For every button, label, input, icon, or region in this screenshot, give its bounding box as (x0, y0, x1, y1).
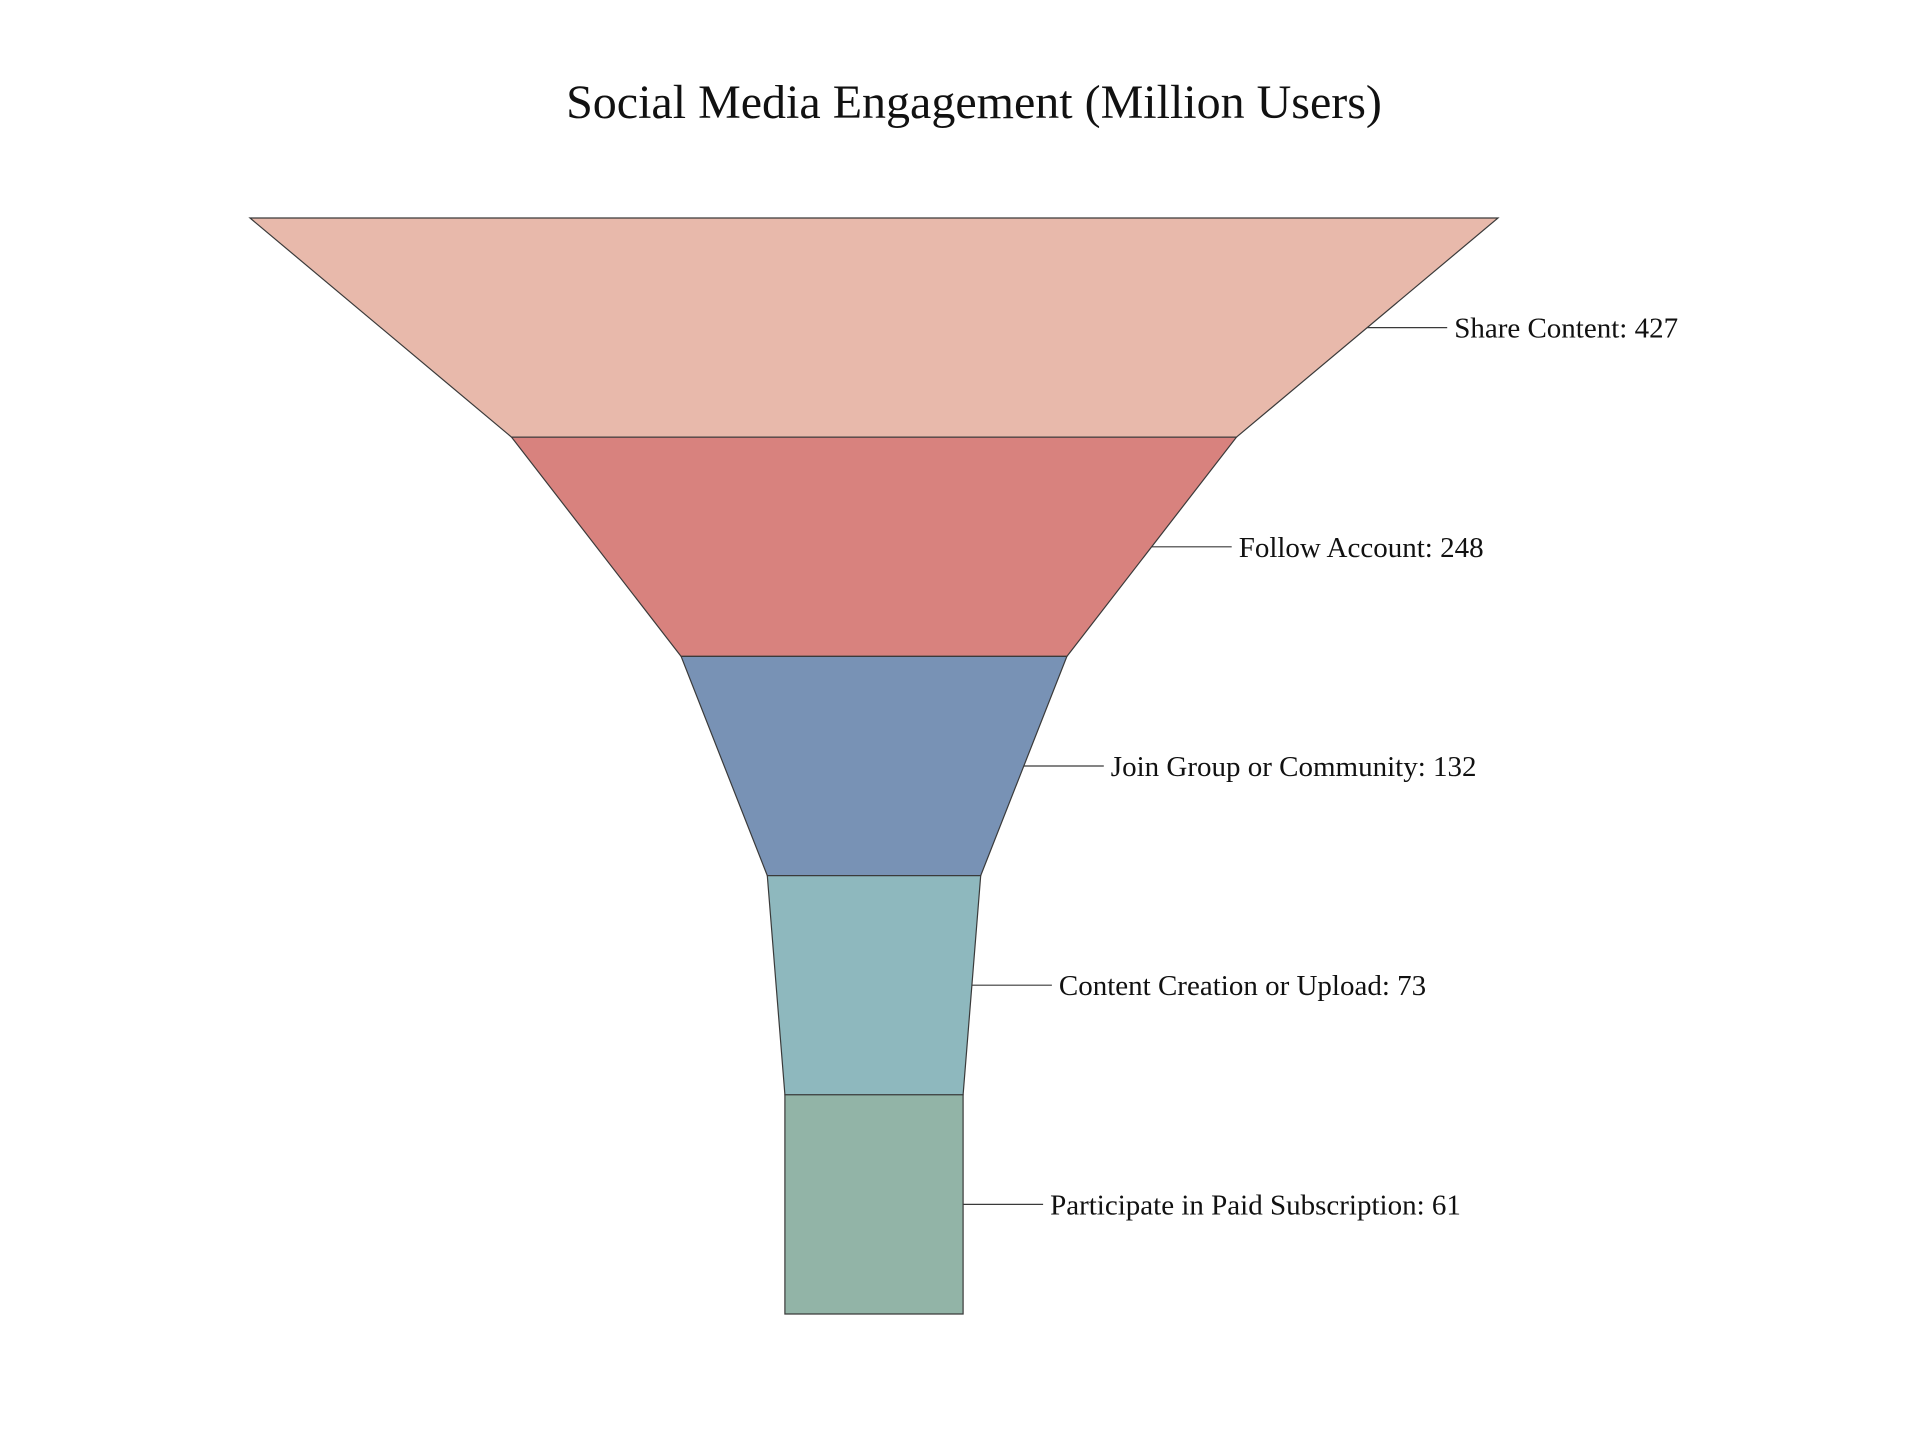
chart-title: Social Media Engagement (Million Users) (566, 76, 1382, 129)
funnel-stage-4 (766, 874, 982, 1096)
funnel-stages: Share Content: 427 Follow Account: 248 Joi… (248, 217, 1678, 1315)
stage-label-4: Content Creation or Upload: 73 (1059, 970, 1426, 1002)
stage-label-3: Join Group or Community: 132 (1111, 751, 1477, 783)
stage-label-5: Participate in Paid Subscription: 61 (1050, 1189, 1461, 1221)
funnel-stage-3 (680, 655, 1068, 877)
stage-label-1: Share Content: 427 (1454, 313, 1678, 345)
funnel-stage-2 (510, 436, 1238, 658)
funnel-stage-1 (248, 217, 1500, 438)
funnel-stage-5 (784, 1094, 964, 1315)
stage-label-2: Follow Account: 248 (1239, 532, 1484, 564)
